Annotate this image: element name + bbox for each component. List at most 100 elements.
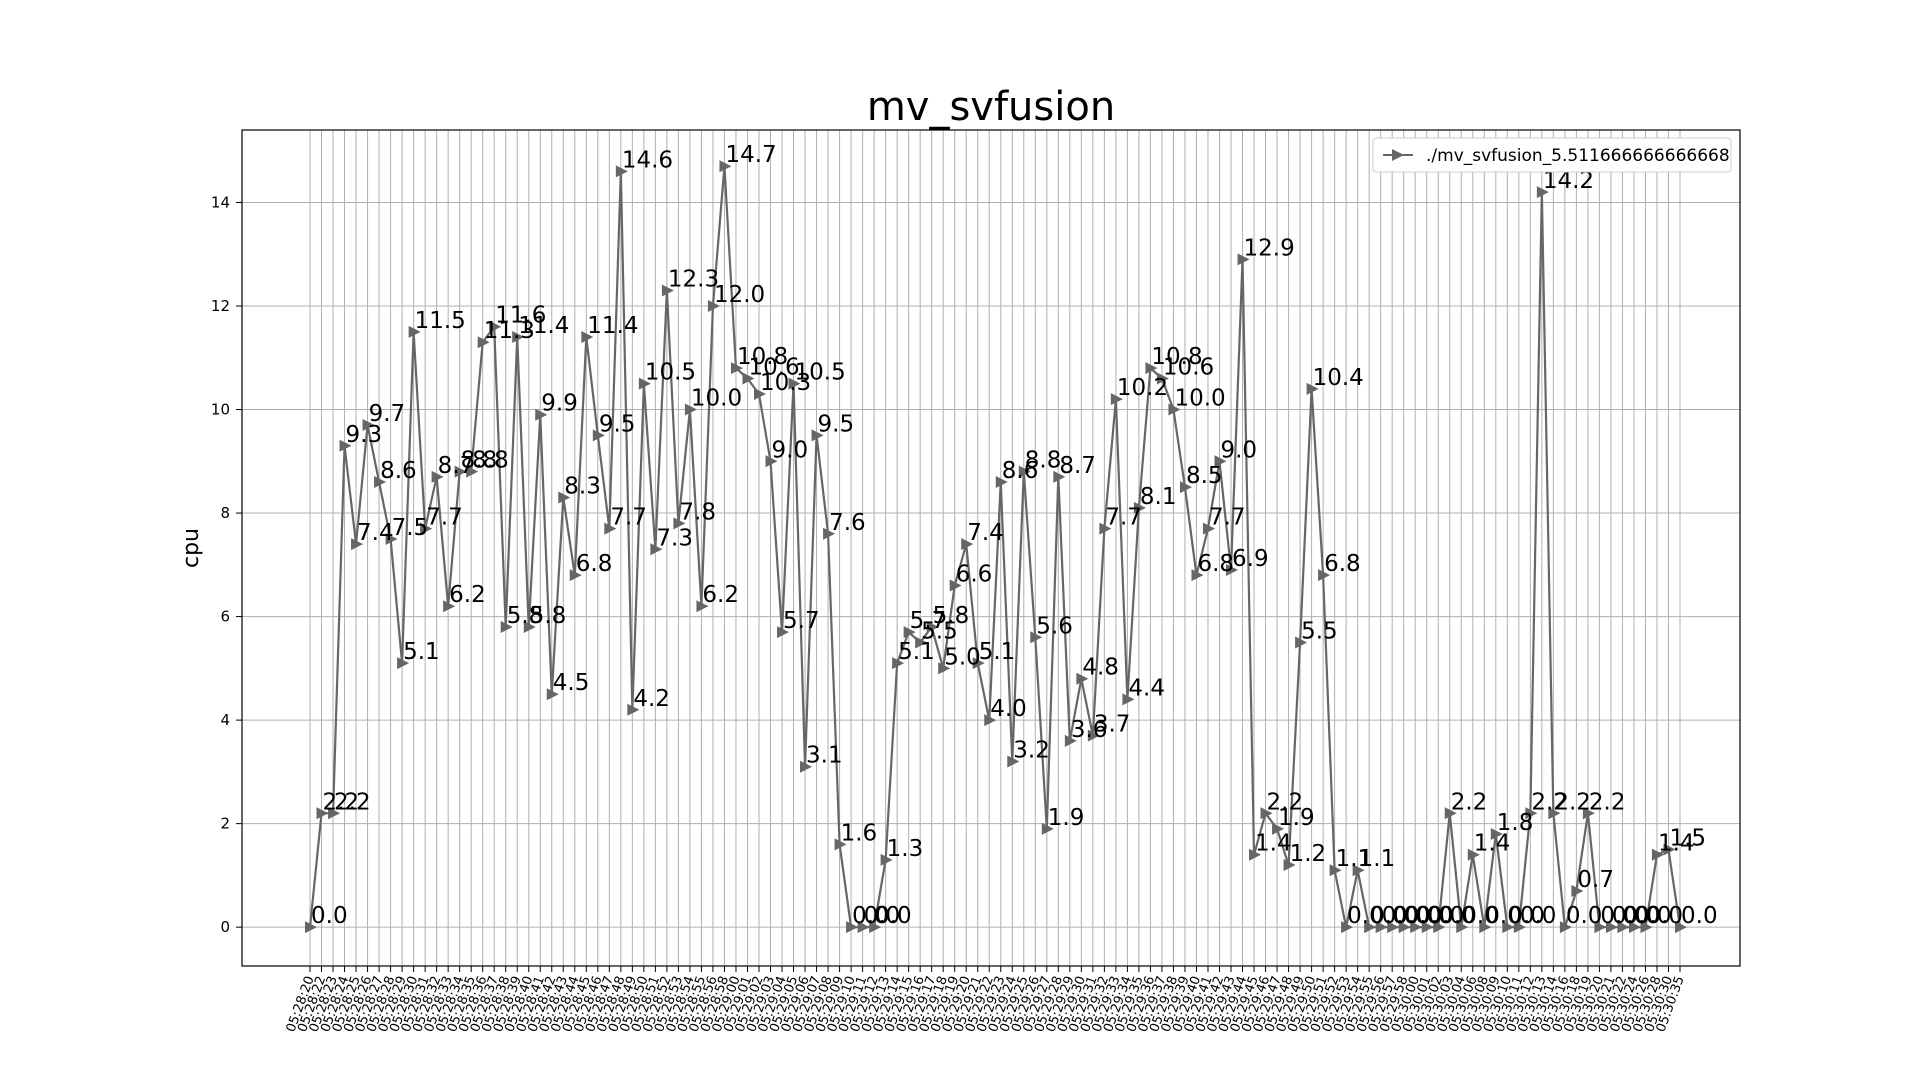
data-label: 14.7 (725, 142, 776, 168)
data-point-marker (661, 284, 674, 297)
data-point-marker (339, 439, 352, 452)
data-point-marker (834, 838, 847, 851)
data-label: 6.2 (702, 582, 739, 608)
data-label: 6.6 (956, 562, 993, 588)
data-point-marker (466, 465, 479, 478)
data-point-marker (1156, 372, 1169, 385)
data-label: 9.0 (772, 437, 809, 463)
data-point-marker (374, 476, 387, 488)
data-label: 0.0 (1635, 903, 1672, 929)
data-point-marker (915, 636, 928, 649)
data-point-marker (1582, 807, 1595, 820)
data-label: 0.0 (1428, 903, 1465, 929)
data-label: 11.6 (495, 303, 546, 329)
data-point-marker (800, 760, 813, 773)
data-point-marker (1041, 822, 1054, 835)
data-point-marker (1249, 848, 1262, 861)
data-label: 2.2 (1267, 789, 1304, 815)
data-point-marker (730, 362, 743, 375)
data-point-marker (328, 807, 341, 820)
data-label: 2.2 (334, 789, 371, 815)
data-labels: 0.02.22.29.37.49.78.67.55.111.57.78.76.2… (311, 142, 1718, 929)
data-point-marker (892, 657, 905, 670)
data-point-marker (995, 476, 1008, 488)
data-point-marker (615, 165, 628, 178)
data-point-marker (1617, 921, 1630, 934)
data-label: 0.0 (1439, 903, 1476, 929)
data-label: 2.2 (1451, 789, 1488, 815)
data-label: 2.2 (1589, 789, 1626, 815)
data-label: 7.7 (1105, 505, 1142, 531)
data-point-marker (1329, 864, 1342, 877)
data-point-marker (1456, 921, 1469, 934)
data-point-marker (604, 522, 617, 535)
data-label: 0.7 (1577, 867, 1614, 893)
data-point-marker (707, 300, 720, 312)
data-point-marker (569, 569, 582, 582)
y-tick-label: 4 (220, 711, 230, 729)
data-point-marker (673, 517, 686, 530)
data-point-marker (684, 403, 697, 416)
data-label: 10.0 (1174, 386, 1225, 412)
data-label: 10.5 (645, 360, 696, 386)
data-point-marker (351, 538, 364, 551)
data-label: 8.8 (472, 448, 509, 474)
legend-box (1372, 137, 1732, 173)
data-label: 8.8 (1025, 448, 1062, 474)
legend: ./mv_svfusion_5.511666666666668 (1372, 137, 1732, 173)
data-label: 9.3 (346, 422, 383, 448)
data-label: 5.7 (910, 608, 947, 634)
data-point-marker (972, 657, 985, 670)
data-point-marker (857, 921, 870, 934)
data-label: 0.0 (1681, 903, 1718, 929)
data-label: 1.3 (887, 836, 924, 862)
data-label: 0.0 (1612, 903, 1649, 929)
data-label: 5.1 (403, 639, 440, 665)
data-label: 10.6 (1163, 354, 1214, 380)
data-label: 6.2 (449, 582, 486, 608)
data-label: 1.5 (1669, 826, 1706, 852)
data-label: 0.0 (1382, 903, 1419, 929)
data-label: 10.8 (737, 344, 788, 370)
data-label: 1.1 (1336, 846, 1373, 872)
data-point-marker (1594, 921, 1607, 934)
y-tick-label: 8 (220, 504, 230, 522)
data-label: 0.0 (864, 903, 901, 929)
data-point-marker (1087, 729, 1100, 742)
data-label: 2.2 (1554, 789, 1591, 815)
data-label: 8.8 (461, 448, 498, 474)
data-label: 5.1 (898, 639, 935, 665)
data-label: 1.9 (1048, 805, 1085, 831)
data-point-marker (627, 703, 640, 716)
data-point-marker (880, 853, 893, 866)
data-point-marker (558, 491, 571, 504)
y-axis: 0 2 4 6 8 10 12 14 (211, 193, 242, 936)
data-label: 5.8 (530, 603, 567, 629)
data-point-marker (535, 408, 548, 421)
data-point-marker (1122, 693, 1135, 706)
legend-marker-triangle-icon (1392, 149, 1404, 161)
y-tick-label: 0 (220, 918, 230, 936)
data-point-marker (1536, 186, 1549, 199)
data-label: 1.6 (841, 820, 878, 846)
data-label: 0.0 (1646, 903, 1683, 929)
data-point-marker (1605, 921, 1618, 934)
data-label: 0.0 (311, 903, 348, 929)
data-label: 2.2 (1531, 789, 1568, 815)
data-point-marker (926, 620, 939, 633)
y-tick-label: 14 (211, 193, 230, 211)
data-point-marker (696, 600, 709, 613)
data-point-marker (581, 331, 594, 344)
data-label: 8.3 (564, 474, 601, 500)
data-label: 10.6 (748, 354, 799, 380)
data-point-marker (1352, 864, 1365, 877)
data-point-marker (823, 527, 836, 540)
data-label: 5.6 (1036, 613, 1073, 639)
data-point-marker (305, 921, 317, 934)
plot-frame (241, 129, 1741, 967)
data-label: 10.3 (760, 370, 811, 396)
data-label: 8.7 (438, 453, 475, 479)
y-axis-label: cpu (179, 528, 204, 568)
data-point-marker (1375, 921, 1388, 934)
data-label: 11.4 (587, 313, 638, 339)
